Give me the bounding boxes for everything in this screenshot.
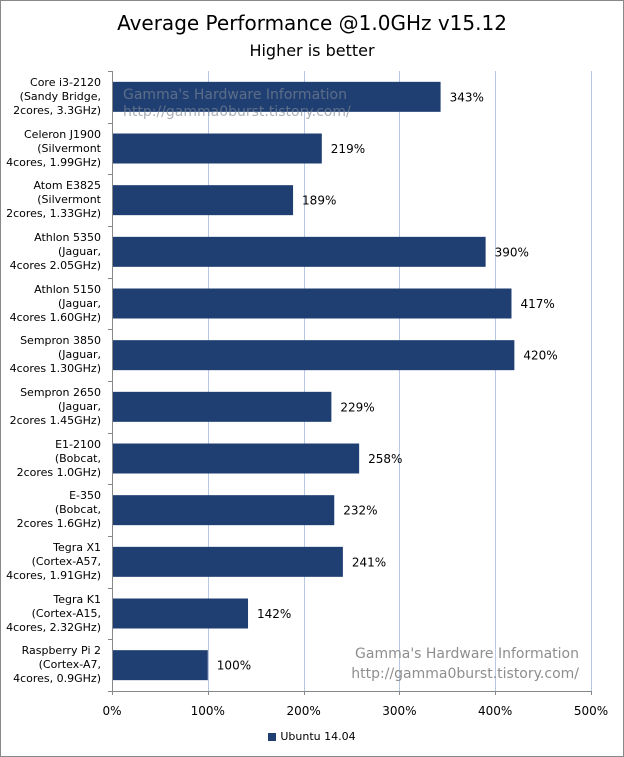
category-label: E1-2100 (Bobcat, 2cores 1.0GHz) xyxy=(16,437,101,479)
category-label: Atom E3825 (Silvermont 2cores, 1.33GHz) xyxy=(6,179,101,221)
data-label: 219% xyxy=(331,142,365,156)
data-label: 258% xyxy=(368,452,402,466)
bar xyxy=(113,81,441,112)
category-label: Tegra K1 (Cortex-A15, 4cores, 2.32GHz) xyxy=(6,592,101,634)
category-label: Athlon 5150 (Jaguar, 4cores 1.60GHz) xyxy=(9,282,101,324)
bar xyxy=(113,391,332,422)
x-tick-label: 300% xyxy=(382,704,416,718)
data-label: 189% xyxy=(302,194,336,208)
category-label: Tegra X1 (Cortex-A57, 4cores, 1.91GHz) xyxy=(6,540,101,582)
bar xyxy=(113,598,249,629)
category-label: E-350 (Bobcat, 2cores 1.6GHz) xyxy=(16,489,101,531)
bar xyxy=(113,133,322,164)
category-label: Core i3-2120 (Sandy Bridge, 2cores, 3.3G… xyxy=(13,75,101,117)
bar xyxy=(113,236,486,267)
x-tick-label: 0% xyxy=(102,704,121,718)
data-label: 417% xyxy=(520,297,554,311)
category-label: Celeron J1900 (Silvermont 4cores, 1.99GH… xyxy=(6,127,101,169)
watermark-bottom: Gamma's Hardware Information http://gamm… xyxy=(351,646,579,682)
legend-label: Ubuntu 14.04 xyxy=(280,730,356,743)
bar xyxy=(113,288,512,319)
bar xyxy=(113,495,335,526)
data-label: 232% xyxy=(343,504,377,518)
x-tick-label: 100% xyxy=(191,704,225,718)
legend: Ubuntu 14.04 xyxy=(1,730,623,743)
chart-title: Average Performance @1.0GHz v15.12 xyxy=(117,11,507,35)
data-label: 142% xyxy=(257,607,291,621)
bar xyxy=(113,185,294,216)
category-label: Raspberry Pi 2 (Cortex-A7, 4cores, 0.9GH… xyxy=(13,644,101,686)
category-label: Athlon 5350 (Jaguar, 4cores 2.05GHz) xyxy=(9,230,101,272)
x-tick-label: 400% xyxy=(478,704,512,718)
bar xyxy=(113,650,208,681)
legend-swatch xyxy=(268,732,277,741)
bar xyxy=(113,443,360,474)
x-tick-label: 200% xyxy=(286,704,320,718)
chart-subtitle: Higher is better xyxy=(249,41,375,60)
data-label: 100% xyxy=(217,659,251,673)
bar xyxy=(113,546,343,577)
data-label: 241% xyxy=(352,555,386,569)
watermark-top: Gamma's Hardware Information http://gamm… xyxy=(123,87,351,120)
bar xyxy=(113,340,515,371)
category-label: Sempron 2650 (Jaguar, 2cores 1.45GHz) xyxy=(9,385,101,427)
category-label: Sempron 3850 (Jaguar, 4cores 1.30GHz) xyxy=(9,334,101,376)
x-tick-label: 500% xyxy=(574,704,608,718)
data-label: 420% xyxy=(523,349,557,363)
data-label: 343% xyxy=(450,90,484,104)
data-label: 390% xyxy=(495,245,529,259)
data-label: 229% xyxy=(340,400,374,414)
